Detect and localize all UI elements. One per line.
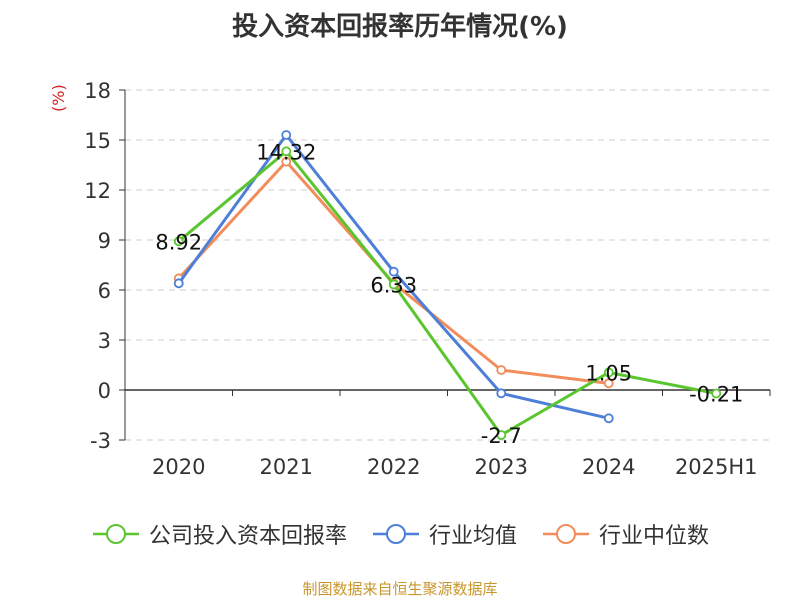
- data-point: [281, 156, 292, 167]
- data-point: [281, 130, 292, 140]
- legend-label: 行业中位数: [599, 524, 710, 549]
- y-tick-label: 18: [84, 79, 111, 103]
- legend-item[interactable]: 公司投入资本回报率: [91, 518, 347, 550]
- data-point: [603, 413, 614, 424]
- data-point: [173, 278, 184, 289]
- y-tick-label: 3: [98, 329, 111, 353]
- data-point: [496, 365, 507, 375]
- legend-circle: [385, 524, 406, 544]
- y-tick-label: 15: [84, 129, 111, 153]
- legend-marker-icon: [543, 524, 589, 544]
- legend-item[interactable]: 行业均值: [371, 518, 517, 550]
- data-point: [388, 279, 399, 290]
- data-point: [173, 236, 184, 247]
- x-tick-label: 2022: [367, 455, 420, 479]
- line-chart: -3 0 3 6 9 12 15 18 2020 2021 2022 2023 2024 2025H1 8…: [84, 79, 771, 479]
- data-label: 8.92: [155, 230, 202, 254]
- data-point: [281, 146, 292, 157]
- y-tick-label: -3: [90, 429, 111, 453]
- chart-title: 投入资本回报率历年情况(%): [232, 12, 568, 42]
- legend: 公司投入资本回报率 行业均值 行业中位数: [0, 518, 800, 550]
- legend-item[interactable]: 行业中位数: [541, 518, 709, 550]
- legend-marker-icon: [92, 524, 139, 544]
- data-point: [711, 388, 722, 399]
- data-point: [388, 266, 399, 277]
- axes: -3 0 3 6 9 12 15 18 2020 2021 2022 2023 2024 2025H1: [84, 79, 771, 479]
- series-layer: [173, 130, 722, 440]
- y-tick-label: 9: [98, 229, 111, 253]
- legend-label: 公司投入资本回报率: [148, 524, 347, 549]
- x-tick-label: 2021: [260, 455, 313, 479]
- grid-lines: [125, 89, 770, 441]
- y-tick-label: 12: [84, 179, 111, 203]
- data-point: [603, 378, 614, 389]
- series-line: [177, 149, 717, 437]
- source-note: 制图数据来自恒生聚源数据库: [302, 580, 498, 598]
- data-label: -0.21: [689, 383, 743, 407]
- x-tick-label: 2020: [152, 455, 205, 479]
- x-tick-label: 2024: [582, 455, 635, 479]
- x-tick-label: 2025H1: [675, 455, 758, 479]
- x-tick-label: 2023: [475, 455, 528, 479]
- data-point: [496, 388, 507, 399]
- data-point: [603, 367, 614, 378]
- y-tick-label: 0: [98, 379, 111, 403]
- data-point: [496, 430, 507, 440]
- data-labels-layer: 8.92 14.32 6.33 -2.7 1.05 -0.21: [155, 140, 743, 448]
- legend-label: 行业均值: [428, 524, 517, 549]
- data-label: -2.7: [481, 424, 522, 448]
- data-label: 14.32: [256, 140, 316, 164]
- legend-circle: [556, 524, 576, 544]
- y-tick-label: 6: [98, 279, 111, 303]
- legend-circle: [105, 524, 126, 544]
- legend-marker-icon: [372, 524, 419, 544]
- data-label: 6.33: [370, 274, 417, 298]
- data-label: 1.05: [585, 362, 632, 386]
